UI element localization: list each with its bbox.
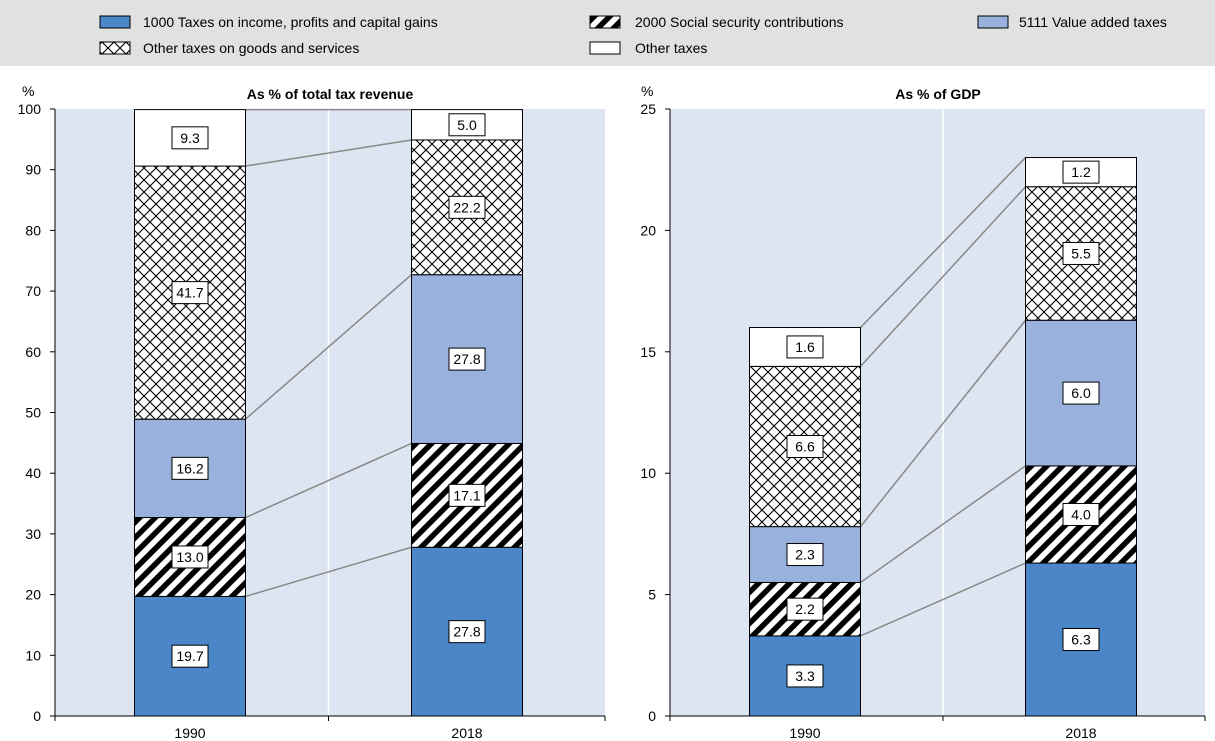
connector-line-income [245,546,412,598]
value-label-income-2018: 6.3 [1071,632,1091,648]
y-tick-label: 100 [18,101,42,117]
legend: 1000 Taxes on income, profits and capita… [0,0,1215,66]
legend-swatch-other-goods [99,41,131,55]
x-tick-label-2018: 2018 [451,725,482,741]
value-label-other-goods-1990: 41.7 [176,285,203,301]
value-label-box [448,195,486,219]
value-label-other-taxes-1990: 1.6 [795,339,815,355]
connector-line-other-goods [859,186,1027,367]
y-tick-label: 0 [648,708,656,724]
value-label-box [786,434,824,458]
legend-swatch-social-security [589,15,621,29]
y-axis-unit-total-revenue: % [22,83,34,99]
value-label-income-2018: 27.8 [453,624,480,640]
panel-total-revenue: As % of total tax revenue % 0 10 20 30 40 50 6… [18,83,606,741]
panel-title-total-revenue: As % of total tax revenue [247,86,414,102]
y-tick-label: 15 [640,344,656,360]
value-label-vat-2018: 6.0 [1071,385,1091,401]
x-tick-label-2018: 2018 [1065,725,1096,741]
y-tick-label: 10 [25,647,41,663]
y-tick-label: 20 [640,222,656,238]
value-label-box [786,664,824,688]
value-label-other-taxes-2018: 5.0 [457,117,477,133]
value-label-other-goods-2018: 22.2 [453,199,480,215]
value-label-other-goods-1990: 6.6 [795,438,815,454]
y-axis-unit-gdp: % [641,83,653,99]
value-label-box [448,620,486,644]
bar-segment-social-security-2018 [411,442,523,548]
connector-line-other-goods [245,139,412,167]
value-label-box [171,545,209,569]
value-label-box [1062,381,1100,405]
connector-line-social-security [860,465,1026,584]
value-label-other-goods-2018: 5.5 [1071,245,1091,261]
value-label-social-security-2018: 17.1 [453,487,480,503]
legend-label-other-goods: Other taxes on goods and services [143,40,359,56]
y-tick-label: 5 [648,587,656,603]
value-label-box [1062,241,1100,265]
y-tick-label: 40 [25,465,41,481]
value-label-vat-2018: 27.8 [453,351,480,367]
panel-gdp: As % of GDP % 0 5 10 15 20 25 3.3 2.2 2.3 6.6 1.6 1… [640,83,1206,741]
value-label-box [448,483,486,507]
value-label-social-security-1990: 13.0 [176,549,203,565]
value-label-box [1062,502,1100,526]
y-tick-label: 70 [25,283,41,299]
value-label-box [171,644,209,668]
value-label-social-security-1990: 2.2 [795,601,815,617]
value-label-vat-1990: 2.3 [795,547,815,563]
value-label-box [448,347,486,371]
value-label-box [171,456,209,480]
x-tick-label-1990: 1990 [789,725,820,741]
legend-label-income: 1000 Taxes on income, profits and capita… [143,14,438,30]
connector-line-income [860,562,1026,637]
value-label-income-1990: 3.3 [795,668,815,684]
x-tick-label-1990: 1990 [174,725,205,741]
legend-swatch-vat [977,15,1009,29]
legend-label-social-security: 2000 Social security contributions [635,14,844,30]
y-tick-label: 20 [25,587,41,603]
value-label-other-taxes-2018: 1.2 [1071,164,1091,180]
y-tick-label: 80 [25,222,41,238]
value-label-box [786,597,824,621]
y-tick-label: 90 [25,162,41,178]
legend-label-vat: 5111 Value added taxes [1019,14,1167,30]
y-tick-label: 0 [33,708,41,724]
y-tick-label: 10 [640,465,656,481]
value-label-vat-1990: 16.2 [176,460,203,476]
connector-line-vat [245,274,412,420]
legend-background [0,0,1215,66]
value-label-box [448,113,486,137]
value-label-box [1062,160,1100,184]
value-label-other-taxes-1990: 9.3 [180,130,200,146]
legend-swatch-other-taxes [589,41,621,55]
value-label-box [171,281,209,305]
connector-line-other-taxes [859,157,1027,329]
panel-title-gdp: As % of GDP [895,86,981,102]
legend-label-other-taxes: Other taxes [635,40,707,56]
value-label-social-security-2018: 4.0 [1071,506,1091,522]
legend-swatch-income [99,15,131,29]
value-label-box [171,126,209,150]
connector-line-vat [859,319,1027,528]
value-label-box [1062,628,1100,652]
y-tick-label: 60 [25,344,41,360]
value-label-income-1990: 19.7 [176,648,203,664]
y-tick-label: 25 [640,101,656,117]
connector-line-social-security [245,442,412,519]
y-tick-label: 30 [25,526,41,542]
value-label-box [786,335,824,359]
y-tick-label: 50 [25,405,41,421]
value-label-box [786,543,824,567]
